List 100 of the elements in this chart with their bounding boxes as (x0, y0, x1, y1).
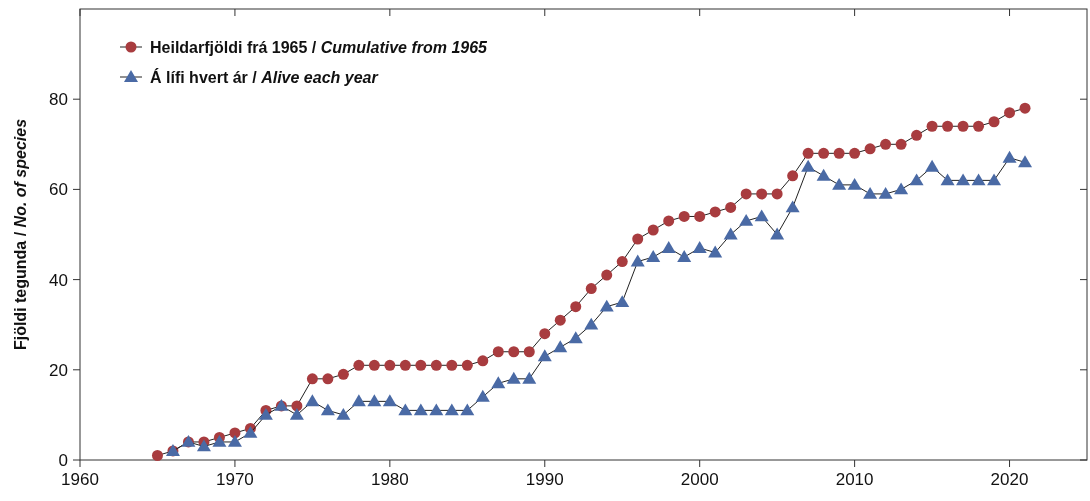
point (584, 317, 599, 330)
point (398, 403, 413, 416)
point (336, 407, 351, 420)
point (384, 359, 396, 371)
point (1004, 107, 1016, 119)
point (585, 283, 597, 295)
point (987, 173, 1002, 186)
point (460, 403, 475, 416)
point (785, 200, 800, 213)
point (895, 138, 907, 150)
point (413, 403, 428, 416)
point (553, 340, 568, 353)
x-tick-label: 1970 (216, 470, 254, 489)
point (382, 394, 397, 407)
legend-label: Á lífi hvert ár / Alive each year (150, 67, 379, 86)
point (863, 186, 878, 199)
point (740, 188, 752, 200)
point (212, 434, 227, 447)
point (367, 394, 382, 407)
point (630, 254, 645, 267)
point (368, 359, 380, 371)
x-tick-label: 2000 (680, 470, 719, 489)
point (568, 331, 583, 344)
point (739, 213, 754, 226)
point (399, 359, 411, 371)
point (351, 394, 366, 407)
point (708, 245, 723, 258)
point (508, 346, 520, 358)
x-tick-label: 2020 (990, 470, 1029, 489)
point (925, 159, 940, 172)
y-tick-label: 40 (49, 270, 68, 290)
point (988, 116, 1000, 128)
point (522, 371, 537, 384)
point (957, 120, 969, 132)
x-tick-label: 1980 (370, 470, 409, 489)
point (725, 201, 737, 213)
point (802, 147, 814, 159)
y-axis-title: Fjöldi tegunda / No. of species (12, 118, 29, 351)
y-tick-label: 20 (49, 360, 68, 380)
point (771, 188, 783, 200)
point (289, 407, 304, 420)
y-tick-label: 60 (49, 180, 68, 200)
point (942, 120, 954, 132)
x-tick-label: 2010 (835, 470, 874, 489)
point (940, 173, 955, 186)
point (694, 210, 706, 222)
point (353, 359, 365, 371)
y-tick-label: 80 (49, 90, 68, 110)
point (723, 227, 738, 240)
point (909, 173, 924, 186)
point (322, 373, 334, 385)
point (832, 177, 847, 190)
point (833, 147, 845, 159)
point (847, 177, 862, 190)
point (444, 403, 459, 416)
y-tick-label: 0 (58, 450, 68, 470)
point (754, 209, 769, 222)
point (971, 173, 986, 186)
point (787, 170, 799, 182)
point (709, 206, 721, 218)
point (337, 368, 349, 380)
point (973, 120, 985, 132)
point (1019, 102, 1031, 114)
point (849, 147, 861, 159)
point (818, 147, 830, 159)
point (678, 210, 690, 222)
point (770, 227, 785, 240)
point (1018, 155, 1033, 168)
point (756, 188, 768, 200)
point (537, 349, 552, 362)
point (475, 389, 490, 402)
point (461, 359, 473, 371)
point (615, 295, 630, 308)
point (523, 346, 535, 358)
point (956, 173, 971, 186)
point (415, 359, 427, 371)
point (492, 346, 504, 358)
legend-label: Heildarfjöldi frá 1965 / Cumulative from 1965 (150, 38, 489, 56)
point (599, 299, 614, 312)
point (816, 168, 831, 181)
point (446, 359, 458, 371)
point (647, 224, 659, 236)
point (911, 129, 923, 141)
point (632, 233, 644, 245)
point (661, 241, 676, 253)
point (864, 143, 876, 155)
point (692, 241, 707, 253)
point (601, 269, 613, 281)
point (243, 425, 258, 438)
point (320, 403, 335, 416)
point (554, 314, 566, 326)
point (1002, 150, 1017, 163)
point (477, 355, 489, 367)
point (926, 120, 938, 132)
point (801, 159, 816, 172)
point (430, 359, 442, 371)
point (305, 394, 320, 407)
point (227, 434, 242, 447)
point (151, 449, 163, 461)
x-tick-label: 1960 (61, 470, 99, 489)
